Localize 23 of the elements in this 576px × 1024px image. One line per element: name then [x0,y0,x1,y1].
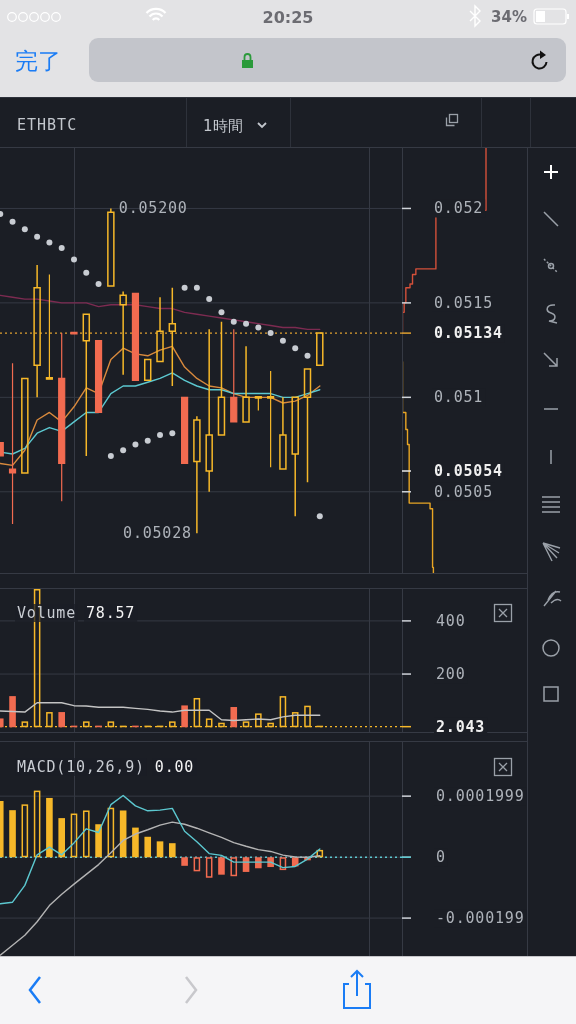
y-tick-label: 200 [436,665,466,684]
ref-line-label: 2.043 [436,717,486,736]
y-tick-label: 0.0001999 [436,787,525,806]
y-tick-label: 0.051 [434,388,484,407]
text: ETHBTC [17,116,78,134]
y-tick-label: 0 [436,848,446,867]
text: 1時間 [203,117,243,135]
annotation: 78.57 [86,604,136,622]
annotation: 0.05054 [434,462,503,480]
y-tick-label: 0.0505 [434,482,493,501]
annotation: 0.00 [154,758,195,776]
y-tick-label: 0.0515 [434,293,493,312]
text: Volume [17,604,76,622]
text: 34% [491,8,527,26]
annotation: 0.05200 [118,199,188,218]
text: MACD(10,26,9) [17,758,145,776]
y-tick-label: 400 [436,611,466,630]
text: 完了 [15,48,61,74]
y-tick-label: -0.000199 [436,909,525,928]
ref-line-label: 0.05134 [434,324,503,343]
text: 20:25 [262,7,314,27]
annotation: 0.05028 [123,524,192,543]
y-tick-label: 0.052 [434,199,484,218]
